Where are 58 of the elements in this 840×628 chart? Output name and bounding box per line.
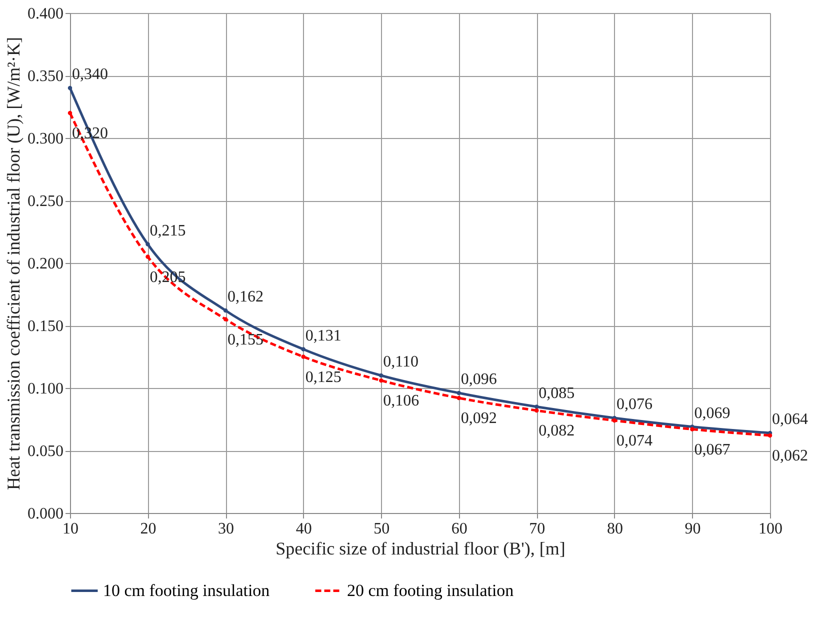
data-label: 0,110 bbox=[383, 354, 419, 370]
x-tick-label: 90 bbox=[684, 520, 701, 538]
point bbox=[534, 408, 539, 413]
y-tick-label: 0.350 bbox=[28, 68, 64, 85]
point bbox=[223, 317, 228, 322]
data-label: 0,062 bbox=[772, 448, 808, 464]
legend-label: 20 cm footing insulation bbox=[347, 580, 514, 600]
y-tick-label: 0.100 bbox=[28, 380, 64, 398]
x-tick-label: 50 bbox=[374, 520, 390, 538]
data-label: 0,125 bbox=[305, 368, 342, 386]
point bbox=[456, 396, 462, 400]
point bbox=[456, 390, 462, 396]
point bbox=[378, 378, 384, 383]
point bbox=[146, 242, 150, 246]
point bbox=[68, 110, 72, 116]
point bbox=[534, 404, 539, 409]
y-axis-title: Heat transmission coefficient of industrial floor (U), [W/m²·K] bbox=[4, 37, 24, 490]
data-label: 0,106 bbox=[383, 392, 420, 410]
y-tick-label: 0.050 bbox=[28, 443, 64, 460]
x-axis-title: Specific size of industrial floor (B'), [m] bbox=[276, 538, 566, 558]
y-tick-label: 0.150 bbox=[28, 318, 64, 335]
data-label: 0,155 bbox=[228, 331, 264, 348]
point bbox=[301, 354, 306, 359]
data-label: 0,064 bbox=[772, 411, 808, 428]
data-label: 0,069 bbox=[694, 404, 730, 422]
legend-label: 10 cm footing insulation bbox=[103, 580, 270, 600]
point bbox=[223, 308, 228, 313]
data-label: 0,082 bbox=[538, 422, 575, 440]
data-label: 0,076 bbox=[616, 396, 652, 413]
x-tick-label: 100 bbox=[758, 520, 782, 538]
y-tick-label: 0.250 bbox=[28, 193, 64, 210]
data-label: 0,162 bbox=[228, 288, 264, 306]
data-label: 0,092 bbox=[460, 410, 497, 427]
data-label: 0,215 bbox=[150, 222, 186, 240]
x-tick-label: 80 bbox=[606, 520, 623, 538]
x-tick-label: 70 bbox=[529, 520, 546, 538]
data-label: 0,131 bbox=[305, 327, 342, 344]
x-tick-label: 40 bbox=[296, 520, 312, 538]
data-label: 0,085 bbox=[538, 384, 575, 402]
x-tick-label: 60 bbox=[451, 520, 468, 538]
point bbox=[612, 418, 617, 423]
y-tick-label: 0.200 bbox=[28, 256, 64, 272]
y-tick-label: 0.300 bbox=[28, 130, 64, 148]
data-label: 0,067 bbox=[694, 441, 730, 458]
x-tick-label: 10 bbox=[62, 520, 78, 538]
y-tick-label: 0.000 bbox=[28, 506, 64, 522]
point bbox=[68, 86, 72, 90]
point bbox=[146, 254, 150, 259]
x-tick-label: 30 bbox=[218, 520, 234, 538]
y-tick-label: 0.400 bbox=[28, 6, 64, 22]
point bbox=[378, 373, 384, 378]
point bbox=[301, 347, 306, 352]
data-label: 0,340 bbox=[72, 66, 108, 83]
data-label: 0,074 bbox=[616, 432, 652, 450]
point bbox=[690, 427, 694, 432]
x-tick-label: 20 bbox=[140, 520, 156, 538]
point bbox=[768, 433, 772, 438]
data-label: 0,096 bbox=[460, 371, 497, 388]
